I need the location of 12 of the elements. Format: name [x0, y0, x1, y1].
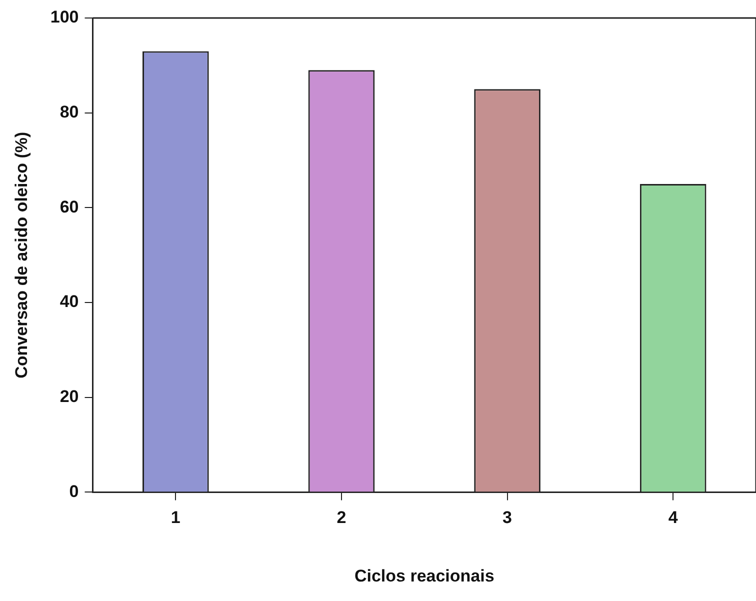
y-tick-label: 60 — [60, 197, 79, 216]
x-tick-label: 3 — [502, 508, 512, 528]
x-tick-label: 2 — [336, 508, 346, 528]
x-axis-title: Ciclos reacionais — [354, 566, 494, 586]
x-tick-label: 1 — [170, 508, 180, 528]
y-axis-title: Conversao de acido oleico (%) — [12, 132, 31, 378]
x-tick-label: 4 — [668, 508, 678, 528]
y-tick-label: 80 — [60, 102, 79, 122]
y-tick-label: 20 — [60, 387, 79, 406]
y-tick-label: 0 — [69, 482, 79, 501]
y-tick-label: 40 — [60, 292, 79, 312]
y-tick-label: 100 — [50, 8, 79, 27]
